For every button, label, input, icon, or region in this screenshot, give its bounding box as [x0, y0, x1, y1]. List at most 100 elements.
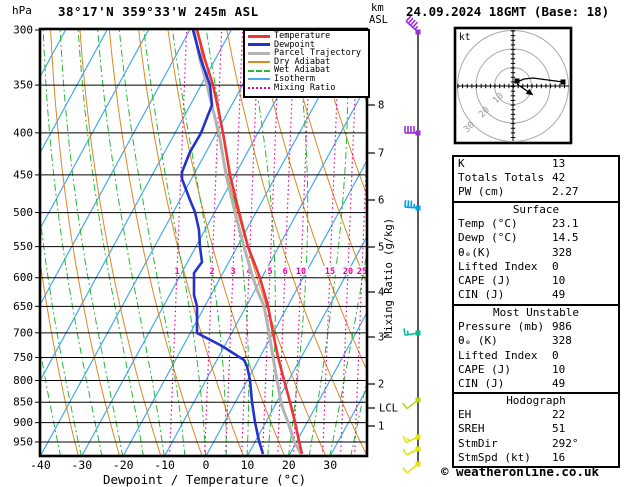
- mixing-ratio-value-label: 15: [325, 267, 335, 277]
- stats-row-value: 13: [552, 157, 565, 171]
- stats-row-value: 51: [552, 422, 565, 436]
- barb-staff: [407, 449, 418, 455]
- barb-full: [403, 449, 406, 455]
- pressure-tick-label: 550: [13, 240, 33, 253]
- wet-adiabat-line: [78, 30, 143, 457]
- pressure-axis-unit: hPa: [12, 4, 32, 17]
- stats-row-value: 49: [552, 288, 565, 302]
- legend-swatch-dashed: [248, 70, 270, 72]
- dry-adiabat-line: [80, 30, 161, 457]
- legend-swatch-solid-thick: [248, 52, 270, 55]
- pressure-tick-label: 950: [13, 435, 33, 448]
- stats-row-value: 2.27: [552, 185, 579, 199]
- legend-label: Mixing Ratio: [274, 84, 335, 93]
- mixing-ratio-value-label: 10: [296, 267, 306, 277]
- pressure-tick-label: 600: [13, 271, 33, 284]
- hodograph-marker: [515, 79, 520, 84]
- stats-row-value: 23.1: [552, 217, 579, 231]
- x-axis-title: Dewpoint / Temperature (°C): [103, 472, 306, 487]
- temp-tick-label: 30: [323, 458, 337, 472]
- stats-row: Pressure (mb) 986: [454, 320, 618, 334]
- stats-row-label: Totals Totals: [454, 171, 544, 184]
- stats-row-label: CAPE (J): [454, 274, 511, 287]
- stats-row-value: 10: [552, 274, 565, 288]
- mixing-ratio-value-label: 3: [230, 267, 235, 277]
- temp-tick-label: 10: [240, 458, 254, 472]
- stats-row-value: 292°: [552, 437, 579, 451]
- temp-tick-label: -10: [154, 458, 175, 472]
- stats-row: Temp (°C) 23.1: [454, 217, 618, 231]
- legend-swatch-solid-thick: [248, 35, 270, 38]
- hodograph-unit-label: kt: [459, 32, 470, 43]
- isotherm-line: [0, 29, 232, 456]
- stats-row: Dewp (°C)14.5: [454, 231, 618, 245]
- mixing-ratio-value-label: 6: [282, 267, 287, 277]
- stats-row: CAPE (J)10: [454, 363, 618, 377]
- stats-row: Totals Totals 42: [454, 171, 618, 185]
- temp-tick-label: 0: [203, 458, 210, 472]
- legend-swatch-dotted: [248, 87, 270, 89]
- run-datetime: 24.09.2024 18GMT (Base: 18): [406, 4, 609, 19]
- isotherm-line: [0, 29, 66, 456]
- stats-row-value: 42: [552, 171, 565, 185]
- stats-row: PW (cm) 2.27: [454, 185, 618, 199]
- stats-row: StmDir 292°: [454, 437, 618, 451]
- legend-item: Mixing Ratio: [245, 84, 368, 93]
- pressure-tick-label: 500: [13, 206, 33, 219]
- pressure-tick-label: 800: [13, 374, 33, 387]
- stats-row-value: 22: [552, 408, 565, 422]
- mixing-ratio-value-label: 20: [343, 267, 353, 277]
- pressure-tick-label: 300: [13, 24, 33, 37]
- pressure-tick-label: 750: [13, 351, 33, 364]
- stats-row-label: StmSpd (kt): [454, 451, 531, 464]
- stats-row-value: 16: [552, 451, 565, 465]
- pressure-tick-label: 850: [13, 396, 33, 409]
- stats-row-label: EH: [454, 408, 471, 421]
- stats-row-label: Temp (°C): [454, 217, 518, 230]
- stats-row: CIN (J) 49: [454, 288, 618, 302]
- mixing-ratio-line: [205, 29, 222, 456]
- stats-row-label: K: [454, 157, 465, 170]
- stats-row-value: 328: [552, 334, 572, 348]
- barb-full: [403, 468, 407, 473]
- mixing-ratio-value-label: 2: [209, 267, 214, 277]
- stats-section-title: Surface: [454, 203, 618, 217]
- temp-tick-label: -20: [113, 458, 134, 472]
- stats-row-label: CIN (J): [454, 288, 504, 301]
- pressure-tick-label: 900: [13, 416, 33, 429]
- barb-half: [415, 26, 418, 29]
- barb-full: [403, 403, 407, 409]
- barb-staff: [407, 464, 418, 473]
- hodograph-marker: [561, 80, 566, 85]
- stats-row: θₑ (K)328: [454, 334, 618, 348]
- km-tick-label: 6: [378, 195, 384, 207]
- stats-row-label: Pressure (mb): [454, 320, 544, 333]
- km-axis-unit-bottom: ASL: [369, 14, 388, 26]
- temp-tick-label: -40: [30, 458, 51, 472]
- stats-row-value: 49: [552, 377, 565, 391]
- pressure-tick-label: 700: [13, 326, 33, 339]
- stats-section: K 13 Totals Totals 42 PW (cm) 2.27: [452, 155, 620, 203]
- barb-half: [407, 331, 408, 335]
- stats-row-value: 10: [552, 363, 565, 377]
- stats-row-value: 986: [552, 320, 572, 334]
- stats-row-value: 0: [552, 260, 559, 274]
- station-title: 38°17'N 359°33'W 245m ASL: [58, 4, 259, 19]
- barb-full: [404, 328, 405, 335]
- pressure-tick-label: 350: [13, 79, 33, 92]
- stats-row-label: PW (cm): [454, 185, 504, 198]
- stats-row-label: StmDir: [454, 437, 498, 450]
- km-tick-label: 8: [378, 100, 384, 112]
- stats-row: θₑ(K)328: [454, 246, 618, 260]
- stats-row: EH 22: [454, 408, 618, 422]
- stats-row-label: θₑ(K): [454, 246, 491, 259]
- legend-swatch-solid-thin: [248, 78, 270, 80]
- barb-full: [403, 436, 406, 442]
- stats-row: K 13: [454, 157, 618, 171]
